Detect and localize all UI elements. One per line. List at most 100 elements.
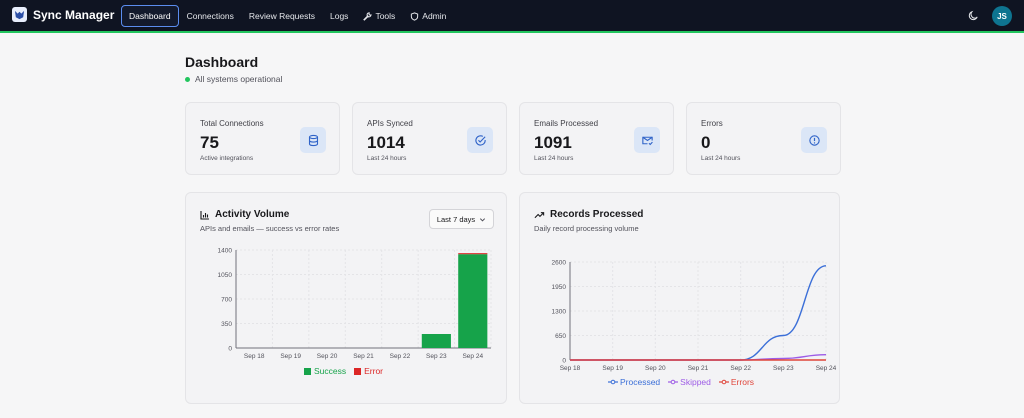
x-tick-label: Sep 23	[773, 365, 794, 372]
bar-success	[421, 334, 451, 348]
x-tick-label: Sep 22	[730, 365, 751, 372]
activity-legend: Success Error	[304, 366, 391, 376]
stat-value: 1014	[367, 133, 405, 152]
nav-connections[interactable]: Connections	[180, 5, 241, 27]
y-tick-label: 1300	[552, 309, 567, 316]
stat-label: Emails Processed	[534, 119, 599, 128]
activity-volume-subtitle: APIs and emails — success vs error rates	[200, 224, 340, 233]
stat-card-errors: Errors 0 Last 24 hours	[686, 102, 841, 175]
page-title: Dashboard	[185, 54, 259, 70]
main-nav: Dashboard Connections Review Requests Lo…	[121, 5, 454, 27]
legend-item-success: Success	[304, 366, 346, 376]
nav-label: Logs	[330, 11, 349, 21]
nav-label: Dashboard	[129, 11, 171, 21]
wrench-icon	[363, 11, 372, 21]
brand-name: Sync Manager	[33, 7, 115, 22]
x-tick-label: Sep 23	[426, 353, 447, 360]
nav-label: Connections	[186, 11, 234, 21]
legend-swatch	[354, 367, 362, 375]
bar-success	[458, 254, 488, 348]
y-tick-label: 650	[555, 333, 566, 340]
chart-title-text: Activity Volume	[215, 209, 290, 220]
trending-up-icon	[534, 211, 545, 218]
legend-item-skipped: Skipped	[668, 377, 711, 387]
y-tick-label: 0	[562, 358, 566, 365]
system-status: All systems operational	[185, 74, 282, 84]
nav-dashboard[interactable]: Dashboard	[121, 5, 179, 27]
database-icon	[300, 127, 326, 153]
y-tick-label: 1050	[218, 272, 233, 279]
x-tick-label: Sep 18	[560, 365, 581, 372]
records-processed-title: Records Processed	[534, 209, 643, 220]
mail-check-icon	[634, 127, 660, 153]
legend-item-processed: Processed	[608, 377, 660, 387]
legend-item-errors: Errors	[718, 377, 754, 387]
bar-chart-icon	[200, 210, 209, 220]
activity-volume-card: Activity Volume APIs and emails — succes…	[185, 192, 507, 404]
stat-value: 1091	[534, 133, 572, 152]
moon-icon[interactable]	[968, 10, 979, 21]
x-tick-label: Sep 24	[816, 365, 837, 372]
stat-subtext: Active integrations	[200, 155, 254, 162]
stat-label: Total Connections	[200, 119, 264, 128]
x-tick-label: Sep 21	[688, 365, 709, 372]
alert-circle-icon	[801, 127, 827, 153]
stat-subtext: Last 24 hours	[367, 155, 407, 162]
legend-swatch	[304, 367, 311, 375]
x-tick-label: Sep 20	[645, 365, 666, 372]
x-tick-label: Sep 20	[317, 353, 338, 360]
records-legend: Processed Skipped Errors	[608, 377, 762, 387]
x-tick-label: Sep 19	[280, 353, 301, 360]
y-tick-label: 0	[228, 346, 232, 353]
bar-error	[458, 253, 488, 255]
activity-bar-chart: 0 350 700 1050 1400 Sep 18 Sep 19 Sep 20 Sep 21 S…	[218, 248, 492, 360]
legend-label: Success	[314, 366, 347, 376]
shield-icon	[411, 11, 419, 21]
legend-label: Processed	[620, 377, 661, 387]
stat-card-emails-processed: Emails Processed 1091 Last 24 hours	[519, 102, 674, 175]
stat-subtext: Last 24 hours	[534, 155, 574, 162]
date-range-value: Last 7 days	[436, 214, 476, 224]
records-processed-subtitle: Daily record processing volume	[534, 224, 639, 233]
nav-logs[interactable]: Logs	[323, 5, 355, 27]
nav-review-requests[interactable]: Review Requests	[242, 5, 322, 27]
brand[interactable]: Sync Manager	[12, 7, 114, 22]
legend-label: Skipped	[680, 377, 711, 387]
nav-label: Admin	[422, 11, 447, 21]
x-tick-label: Sep 21	[353, 353, 374, 360]
stat-subtext: Last 24 hours	[701, 155, 741, 162]
x-tick-label: Sep 22	[390, 353, 411, 360]
date-range-select[interactable]: Last 7 days	[429, 209, 494, 229]
logo-icon	[12, 7, 27, 22]
stat-card-total-connections: Total Connections 75 Active integrations	[185, 102, 340, 175]
status-text: All systems operational	[195, 74, 283, 84]
y-tick-label: 350	[221, 321, 232, 328]
nav-label: Review Requests	[248, 11, 315, 21]
y-tick-label: 1950	[552, 284, 567, 291]
stat-label: Errors	[701, 119, 723, 128]
x-tick-label: Sep 24	[462, 353, 483, 360]
top-nav-bar: Sync Manager Dashboard Connections Revie…	[0, 0, 1024, 33]
check-circle-icon	[467, 127, 493, 153]
stat-card-apis-synced: APIs Synced 1014 Last 24 hours	[352, 102, 507, 175]
chart-title-text: Records Processed	[550, 209, 644, 220]
nav-tools[interactable]: Tools	[356, 5, 402, 27]
user-avatar[interactable]: JS	[992, 6, 1012, 26]
stat-value: 0	[701, 133, 711, 152]
nav-label: Tools	[375, 11, 396, 21]
records-line-chart: 0 650 1300 1950 2600 Sep 18 Sep 19 Sep 20 Sep 21…	[552, 260, 837, 373]
legend-swatch	[608, 379, 618, 385]
stat-label: APIs Synced	[367, 119, 413, 128]
legend-swatch	[718, 379, 729, 385]
nav-admin[interactable]: Admin	[403, 5, 453, 27]
status-dot-icon	[185, 76, 190, 82]
legend-swatch	[668, 379, 679, 385]
legend-label: Error	[364, 366, 384, 376]
x-tick-label: Sep 19	[602, 365, 623, 372]
stat-value: 75	[200, 133, 219, 152]
records-processed-card: Records Processed Daily record processin…	[519, 192, 840, 404]
legend-item-error: Error	[354, 366, 383, 376]
activity-volume-title: Activity Volume	[200, 209, 289, 220]
chevron-down-icon	[480, 217, 486, 221]
avatar-initials: JS	[997, 11, 1007, 21]
